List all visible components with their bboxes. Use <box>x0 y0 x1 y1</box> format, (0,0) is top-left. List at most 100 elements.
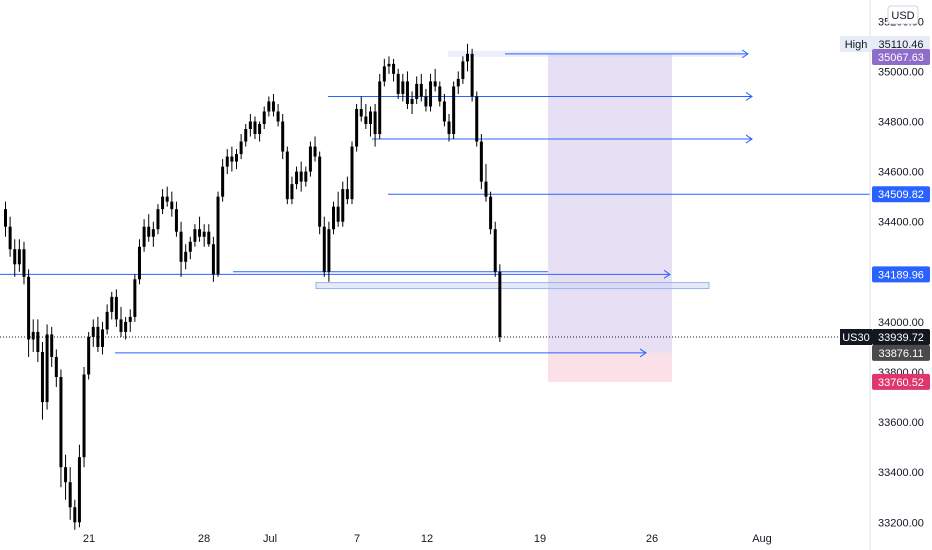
level-arrow <box>745 134 753 144</box>
price-label-box <box>872 266 930 283</box>
candle-body <box>230 156 234 162</box>
candle-body <box>456 78 460 87</box>
candle-body <box>119 319 123 332</box>
candle-body <box>267 101 271 112</box>
candle-body <box>133 279 137 317</box>
candle-body <box>355 108 359 147</box>
candle-body <box>50 334 54 357</box>
candle-body <box>4 209 7 227</box>
candle-body <box>17 249 21 265</box>
candle-body <box>498 271 502 337</box>
x-tick-label: 12 <box>421 533 433 545</box>
price-label-tag <box>840 36 872 52</box>
candle-body <box>262 111 266 125</box>
candle-body <box>114 296 118 320</box>
price-label-value: 33876.11 <box>878 348 923 360</box>
candle-body <box>295 171 299 185</box>
candle-body <box>447 121 451 135</box>
level-arrow <box>741 49 749 59</box>
price-label-box <box>872 329 930 346</box>
candle-body <box>429 81 433 107</box>
x-tick-label: 7 <box>354 533 360 545</box>
candle-body <box>156 209 160 230</box>
candle-body <box>59 377 63 468</box>
candle-body <box>438 86 442 102</box>
candle-body <box>410 98 414 104</box>
x-tick-label: 28 <box>198 533 210 545</box>
candle-body <box>308 146 312 172</box>
candle-body <box>239 141 243 155</box>
price-label-box <box>872 186 930 203</box>
candle-body <box>101 329 105 347</box>
level-arrow <box>663 269 671 279</box>
price-label-tag <box>840 329 872 346</box>
candle-body <box>405 81 409 104</box>
price-axis[interactable]: 35200.0035000.0034800.0034600.0034400.00… <box>869 0 924 550</box>
candle-body <box>54 356 58 378</box>
candle-body <box>253 121 257 135</box>
profit-zone <box>548 54 672 353</box>
candle-body <box>179 231 183 262</box>
candle-body <box>151 229 155 237</box>
candle-body <box>165 196 169 202</box>
candle-body <box>193 229 197 242</box>
candle-body <box>396 73 400 94</box>
candle-body <box>276 111 280 122</box>
price-label-box <box>872 344 930 361</box>
price-label-value: 33760.52 <box>878 377 924 389</box>
candle-body <box>313 146 317 157</box>
candle-body <box>271 101 275 112</box>
candle-body <box>258 124 262 135</box>
candle-body <box>96 326 100 347</box>
x-tick-label: 19 <box>534 533 546 545</box>
candle-body <box>415 83 419 99</box>
range-box <box>315 282 710 290</box>
candle-body <box>489 196 493 230</box>
candle-body <box>225 156 229 167</box>
currency-badge[interactable]: USD <box>887 5 919 25</box>
candle-body <box>27 276 31 340</box>
candle-body <box>327 229 331 272</box>
candle-body <box>170 201 174 210</box>
candle-body <box>382 66 386 82</box>
candle-body <box>40 351 44 403</box>
candle-body <box>318 156 322 227</box>
y-tick-label: 34400.00 <box>878 217 924 229</box>
candle-body <box>36 331 40 352</box>
y-tick-label: 35000.00 <box>878 66 924 78</box>
candle-body <box>304 171 308 182</box>
candle-body <box>387 63 391 67</box>
candle-body <box>31 331 35 340</box>
level-arrow <box>639 348 647 358</box>
candles <box>4 43 502 530</box>
candle-body <box>8 226 12 250</box>
candle-body <box>91 326 95 337</box>
candle-body <box>244 129 248 142</box>
candle-body <box>345 189 349 200</box>
candle-body <box>419 83 423 97</box>
y-tick-label: 33400.00 <box>878 467 924 479</box>
candle-body <box>105 311 109 330</box>
level-arrow <box>745 92 753 101</box>
price-label-box <box>872 49 930 65</box>
candle-body <box>13 249 17 265</box>
price-label-box <box>872 36 930 52</box>
candle-body <box>174 209 178 232</box>
price-label-value: 34509.82 <box>878 189 924 201</box>
price-label-value: 35067.63 <box>878 52 924 64</box>
candle-body <box>350 146 354 200</box>
candle-body <box>188 241 192 252</box>
candle-body <box>198 229 202 237</box>
candle-body <box>336 206 340 222</box>
candle-body <box>470 53 474 97</box>
candle-body <box>161 196 165 210</box>
candle-body <box>110 296 114 312</box>
candle-body <box>364 116 368 125</box>
candle-body <box>299 171 303 182</box>
y-tick-label: 34000.00 <box>878 317 924 329</box>
time-axis[interactable]: 21 28 Jul 7 12 19 26 Aug <box>83 533 772 545</box>
candle-body <box>452 86 456 135</box>
price-label-value: 33939.72 <box>878 332 924 344</box>
